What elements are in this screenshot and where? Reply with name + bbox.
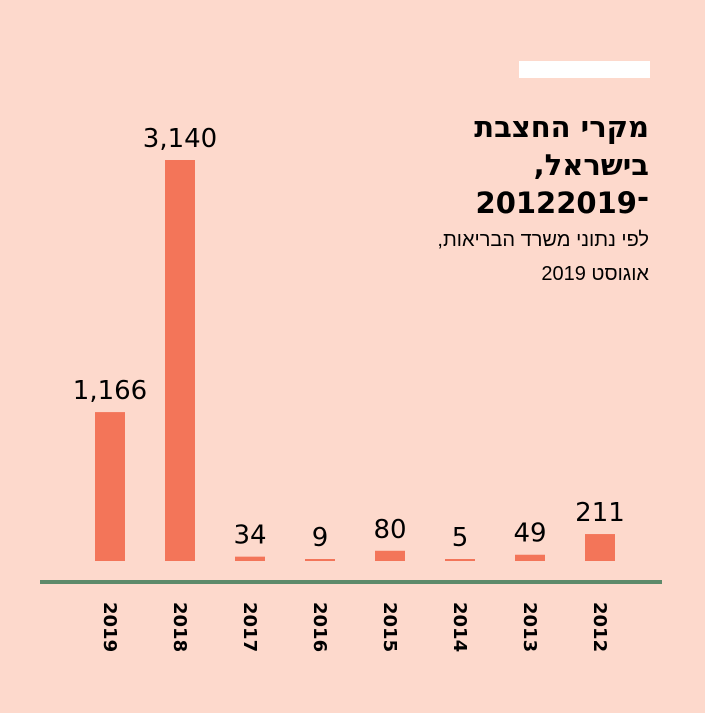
chart-subtitle-line-1: לפי נתוני משרד הבריאות, xyxy=(437,229,649,251)
value-label-2012: 211 xyxy=(575,498,625,528)
chart-title-block: מקרי החצבת בישראל, 2012־2019 לפי נתוני מ… xyxy=(349,108,649,290)
x-tick-label-2014: 2014 xyxy=(449,602,470,652)
x-tick-label-2017: 2017 xyxy=(239,602,260,652)
x-tick-label-2013: 2013 xyxy=(519,602,540,652)
bar-2015 xyxy=(375,550,405,561)
value-label-2015: 80 xyxy=(373,515,406,545)
chart-subtitle-line-2: אוגוסט 2019 xyxy=(541,263,649,285)
value-label-2013: 49 xyxy=(513,519,546,549)
bar-2016 xyxy=(305,559,335,561)
x-tick-label-2012: 2012 xyxy=(589,602,610,652)
x-tick-label-2016: 2016 xyxy=(309,602,330,652)
value-label-2014: 5 xyxy=(452,523,469,553)
value-label-2016: 9 xyxy=(312,523,329,553)
chart-title-years: 2012־2019 xyxy=(475,186,649,220)
bar-2014 xyxy=(445,559,475,561)
bar-2017 xyxy=(235,556,265,561)
bar-2018 xyxy=(165,160,195,561)
bar-2013 xyxy=(515,554,545,561)
chart-title-line-2: בישראל, xyxy=(533,148,649,182)
chart-title-line-1: מקרי החצבת xyxy=(474,110,649,144)
value-label-2018: 3,140 xyxy=(143,124,217,154)
bar-2019 xyxy=(95,412,125,561)
bar-2012 xyxy=(585,534,615,561)
x-axis-line xyxy=(40,580,662,584)
value-label-2017: 34 xyxy=(233,521,266,551)
x-tick-label-2019: 2019 xyxy=(99,602,120,652)
value-label-2019: 1,166 xyxy=(73,376,147,406)
x-tick-label-2015: 2015 xyxy=(379,602,400,652)
x-tick-label-2018: 2018 xyxy=(169,602,190,652)
header-white-bar xyxy=(519,61,650,78)
